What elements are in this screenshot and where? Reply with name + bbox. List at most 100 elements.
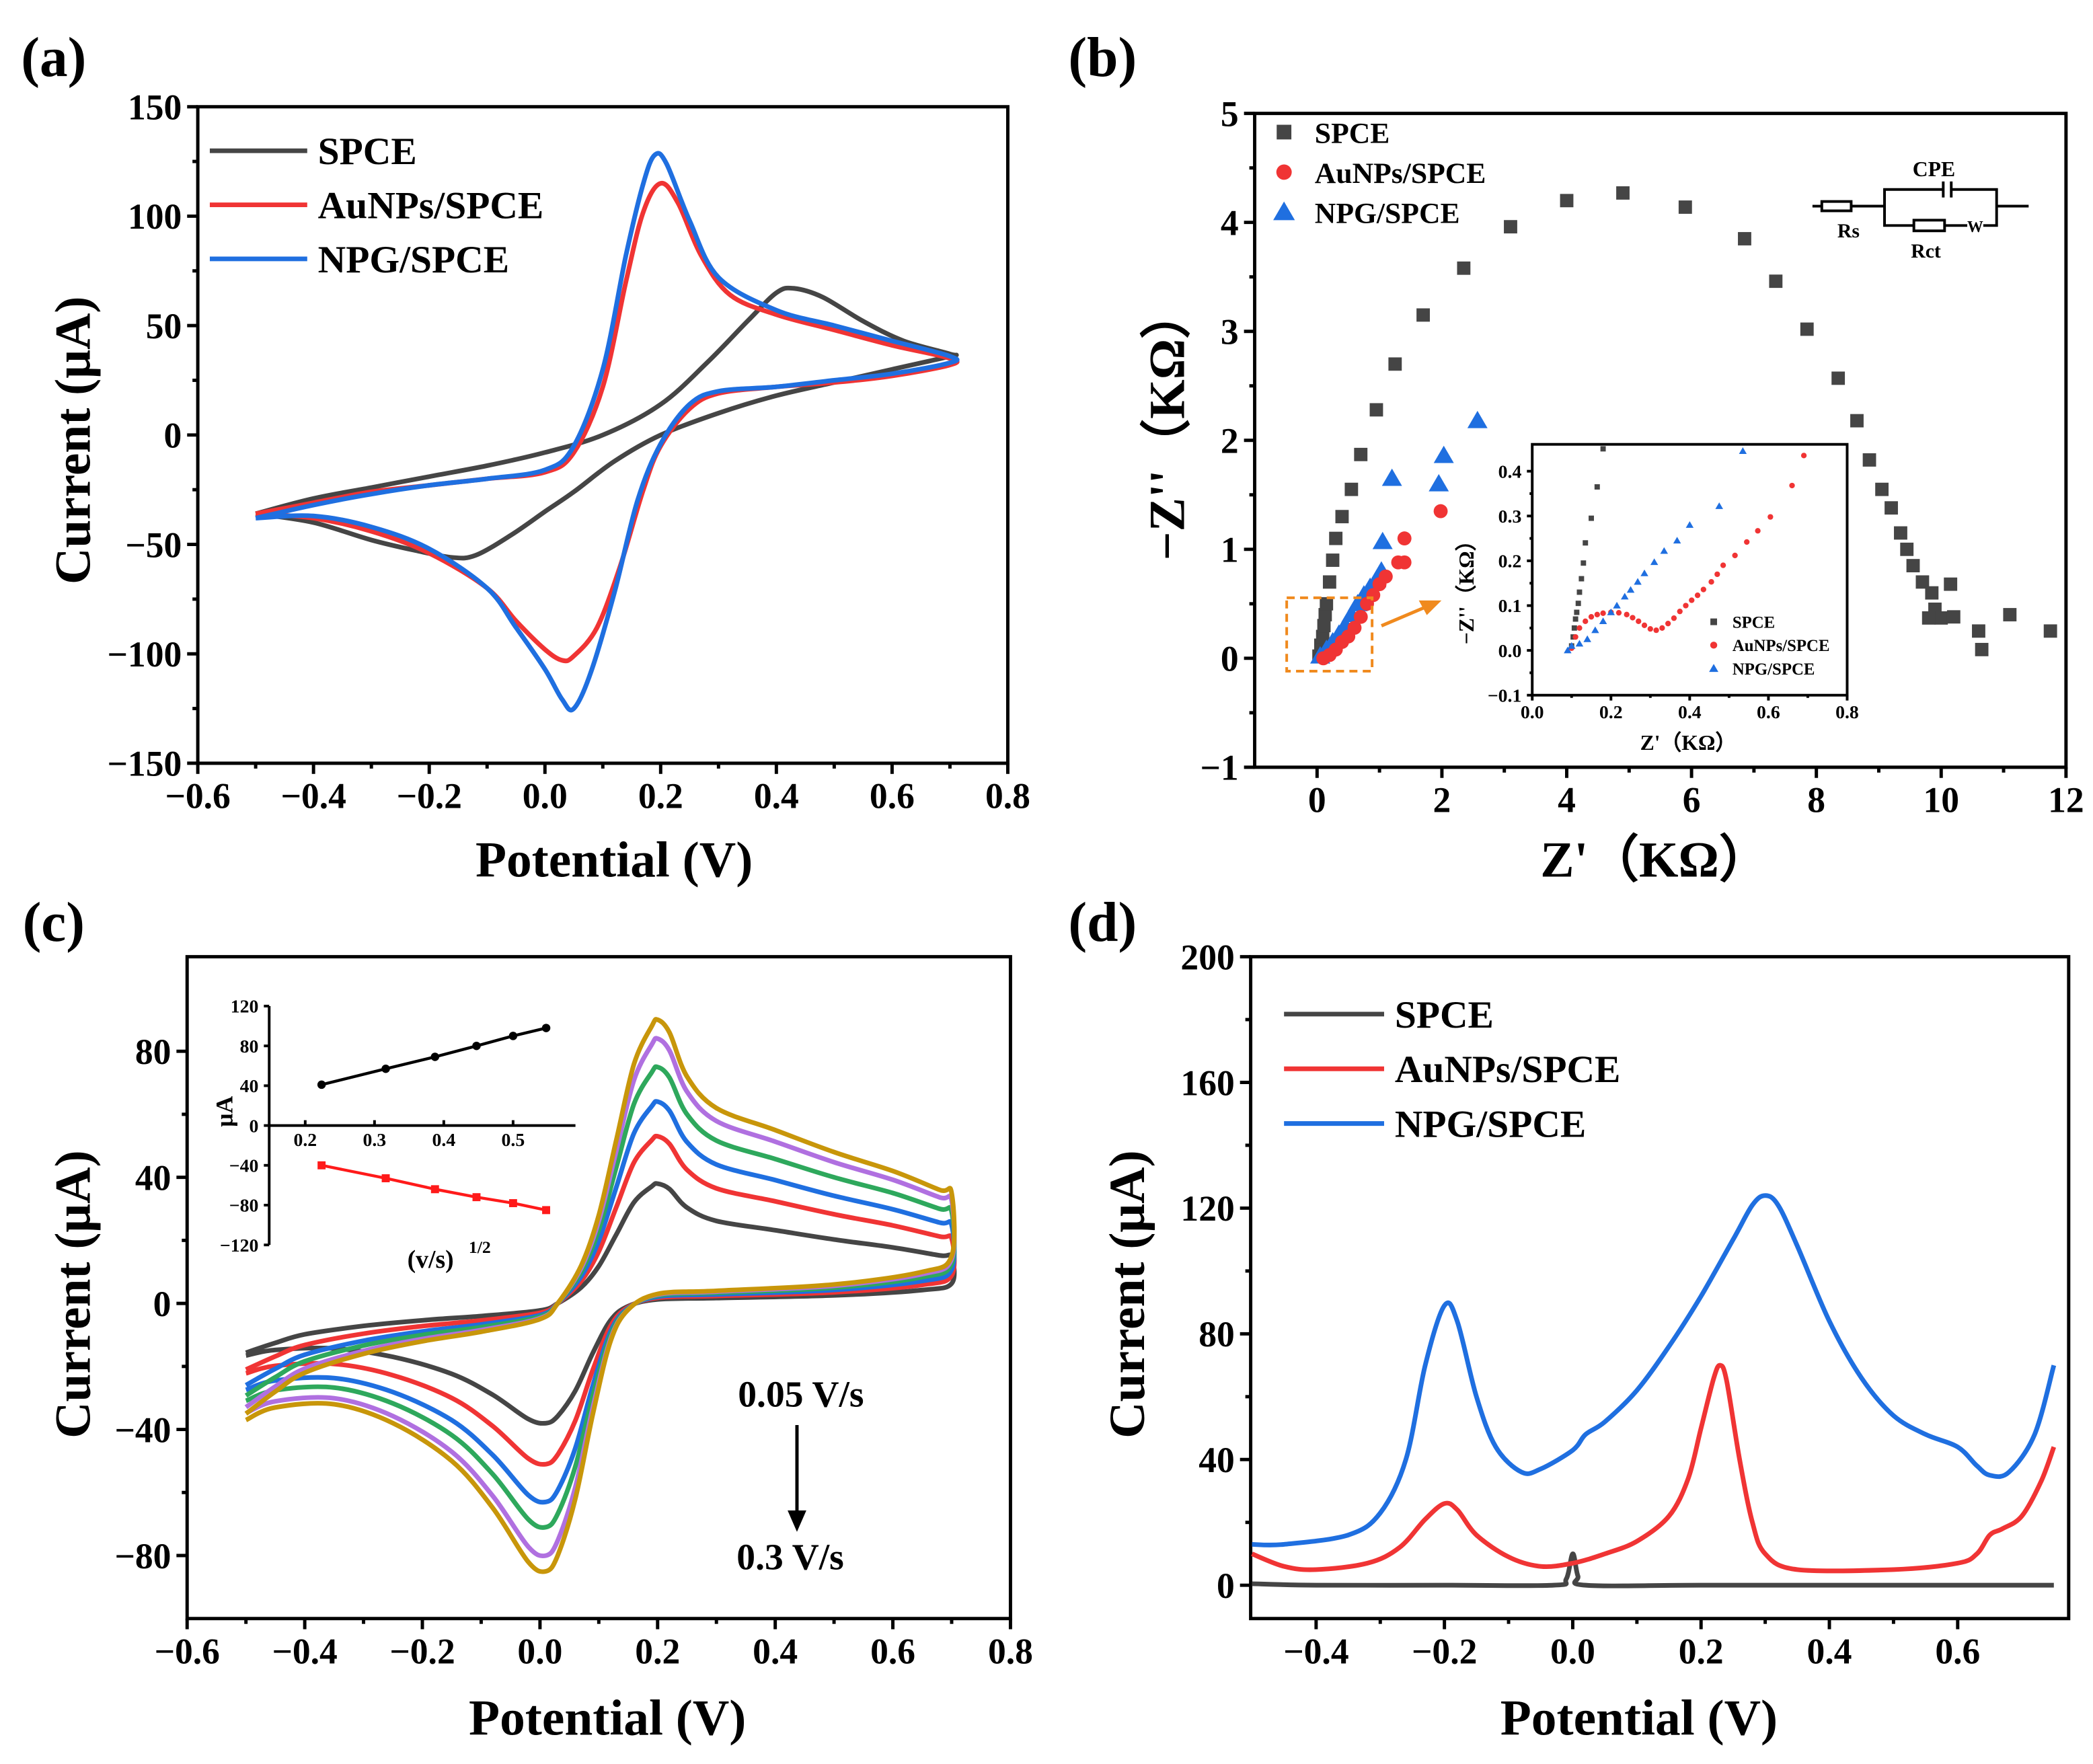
data-point-square	[1769, 274, 1783, 289]
y-tick-label: 0	[164, 416, 182, 456]
data-point-square	[1322, 575, 1336, 589]
annotation-start-scan-rate: 0.05 V/s	[738, 1373, 864, 1415]
x-tick-label: 6	[1683, 780, 1701, 820]
zoom-arrow-head	[1418, 600, 1442, 615]
inset-data-point-square	[1571, 625, 1577, 631]
data-point-square	[1388, 357, 1402, 371]
inset-data-point-triangle	[1591, 626, 1599, 634]
panel-label-a: (a)	[21, 27, 86, 89]
inset-data-point-triangle	[1640, 569, 1648, 576]
data-point-square	[1875, 482, 1889, 496]
data-point-square	[1934, 611, 1948, 625]
x-tick-label: 0.4	[753, 1631, 798, 1671]
legend-marker	[1273, 201, 1295, 221]
data-point-square	[1944, 577, 1958, 591]
data-point-square	[1354, 447, 1368, 461]
y-axis-label: Current (μA)	[45, 296, 101, 584]
x-tick-label: 0.2	[1679, 1631, 1724, 1671]
x-tick-label: −0.2	[389, 1631, 455, 1671]
x-tick-label: 0.8	[1835, 702, 1859, 723]
y-tick-label: −40	[229, 1156, 259, 1177]
inset-data-point-triangle	[1583, 635, 1591, 642]
inset-x-axis-label-superscript: 1/2	[469, 1237, 491, 1257]
y-tick-label: 2	[1221, 421, 1239, 461]
x-axis-label: Potential (V)	[1500, 1690, 1778, 1746]
data-point-triangle	[1433, 445, 1454, 463]
zoom-region-box	[1285, 596, 1374, 673]
y-tick-label: −80	[114, 1536, 171, 1576]
inset-data-point-anodic	[317, 1080, 326, 1089]
legend-label: SPCE	[318, 130, 417, 173]
y-tick-label: 0.1	[1498, 596, 1522, 617]
x-axis-label: Z'（KΩ）	[1540, 832, 1769, 888]
data-point-square	[1678, 200, 1692, 214]
x-tick-label: −0.2	[396, 776, 461, 816]
y-tick-label: 200	[1180, 937, 1234, 977]
inset-data-point-circle	[1615, 609, 1622, 616]
y-tick-label: 0.2	[1498, 551, 1522, 572]
data-point-square	[1862, 453, 1876, 467]
inset-data-point-circle	[1630, 615, 1636, 621]
data-point-square	[1317, 619, 1331, 633]
x-axis-label: Potential (V)	[469, 1690, 746, 1746]
x-tick-label: 0.6	[870, 776, 915, 816]
y-axis-label: Current (μA)	[1100, 1150, 1155, 1439]
x-tick-label: −0.4	[1283, 1631, 1348, 1671]
series-line-npg-spce	[255, 151, 960, 713]
x-tick-label: 0.0	[517, 1631, 562, 1671]
data-point-square	[1326, 553, 1340, 567]
inset-data-point-triangle	[1673, 537, 1681, 544]
legend: SPCE AuNPs/SPCE NPG/SPCE	[1273, 117, 1486, 229]
series-line-npg-spce	[1252, 1193, 2057, 1547]
inset-y-axis-label: μA	[211, 1096, 238, 1127]
y-tick-label: 0	[1221, 639, 1239, 679]
inset-data-point-circle	[1653, 627, 1659, 634]
data-point-circle	[1378, 569, 1393, 584]
y-tick-label: 40	[1198, 1440, 1235, 1480]
inset-data-point-square	[1576, 589, 1583, 595]
x-tick-label: −0.2	[1412, 1631, 1477, 1671]
inset-data-point-circle	[1576, 625, 1583, 631]
x-tick-label: 0	[1308, 780, 1326, 820]
inset-data-point-triangle	[1607, 608, 1615, 615]
data-point-square	[1925, 586, 1939, 600]
data-point-triangle	[1429, 473, 1449, 492]
resistor-rs	[1820, 200, 1853, 213]
data-point-square	[1369, 403, 1383, 417]
x-tick-label: 12	[2048, 780, 2084, 820]
data-point-square	[1316, 629, 1330, 644]
inset-data-point-anodic	[472, 1041, 481, 1050]
x-tick-label: 0.8	[985, 776, 1030, 816]
x-tick-label: 2	[1433, 780, 1451, 820]
data-point-square	[2043, 624, 2057, 638]
inset-data-point-circle	[1671, 615, 1677, 621]
circuit-wire	[1883, 188, 1944, 227]
inset-data-point-anodic	[541, 1024, 551, 1032]
y-axis-label: Current (μA)	[45, 1150, 101, 1439]
x-tick-label: 0.8	[988, 1631, 1033, 1671]
inset-legend-label: SPCE	[1733, 614, 1775, 632]
x-tick-label: −0.4	[272, 1631, 337, 1671]
inset-data-point-triangle	[1739, 447, 1747, 454]
inset-data-point-triangle	[1575, 640, 1584, 647]
inset-data-point-circle	[1659, 625, 1665, 631]
inset-data-point-triangle	[1567, 642, 1576, 649]
y-tick-label: 3	[1221, 311, 1239, 352]
inset-data-point-triangle	[1626, 586, 1635, 593]
y-tick-label: 40	[135, 1157, 172, 1198]
x-tick-label: −0.4	[280, 776, 346, 816]
inset-series-line-cathodic	[321, 1163, 547, 1212]
y-tick-label: 0.3	[1498, 506, 1522, 527]
x-tick-label: −0.6	[165, 776, 230, 816]
inset-data-point-circle	[1755, 528, 1761, 534]
inset-legend-label: NPG/SPCE	[1733, 660, 1815, 679]
x-tick-label: 0.4	[1807, 1631, 1852, 1671]
legend-label: SPCE	[1315, 117, 1390, 149]
data-point-square	[1975, 642, 1989, 656]
inset-data-point-square	[1600, 446, 1606, 452]
inset-data-point-triangle	[1599, 617, 1607, 625]
x-tick-label: 0.4	[432, 1130, 456, 1151]
inset-data-point-circle	[1647, 625, 1653, 632]
legend: SPCE AuNPs/SPCE NPG/SPCE	[1284, 994, 1620, 1145]
series-line-spce	[1252, 1551, 2054, 1588]
